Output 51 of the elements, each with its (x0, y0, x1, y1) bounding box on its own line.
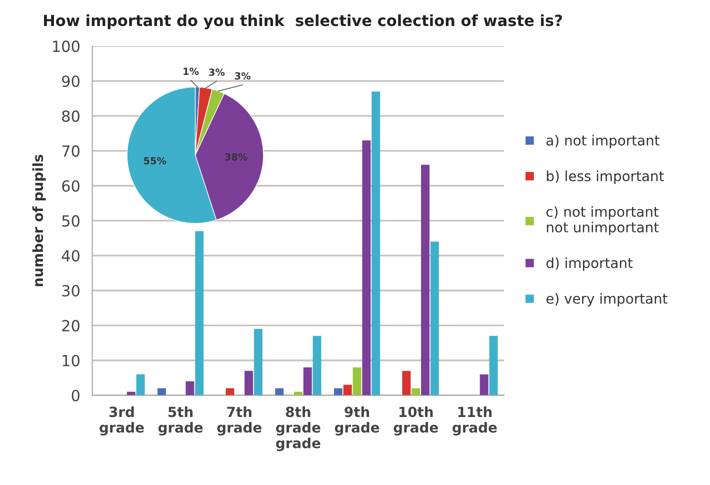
legend-label: b) less important (546, 170, 664, 184)
bar (372, 91, 380, 396)
bar (226, 388, 234, 396)
y-tick-label: 50 (62, 215, 80, 227)
x-tick-label: 3rd grade (100, 406, 144, 436)
legend-label: d) important (546, 257, 633, 271)
y-tick-label: 40 (62, 250, 80, 262)
x-tick-label: 9th grade (334, 406, 380, 436)
y-tick-label: 20 (62, 320, 80, 332)
y-tick-label: 0 (72, 390, 80, 402)
bar (157, 388, 166, 396)
x-tick-label: 8th grade grade (276, 406, 320, 452)
bar (186, 381, 194, 396)
data-label: 3% (234, 72, 251, 80)
legend-label: a) not important (546, 134, 660, 148)
legend-label: e) very important (546, 293, 668, 306)
bar (489, 336, 498, 396)
bar (195, 231, 204, 396)
bar (334, 388, 342, 396)
bar (362, 140, 371, 396)
bar (312, 336, 322, 396)
bar (352, 367, 362, 396)
x-tick-label: 5th grade (158, 406, 203, 436)
y-tick-label: 30 (62, 284, 80, 297)
bar (254, 328, 262, 396)
bar (421, 164, 430, 396)
y-tick-label: 60 (62, 180, 80, 192)
legend-label: c) not important not unimportant (546, 206, 659, 236)
bar (303, 367, 312, 396)
data-label: 1% (184, 68, 199, 75)
x-tick-label: 10th grade (394, 406, 438, 436)
x-tick-label: 11th grade (452, 406, 497, 436)
y-tick-label: 100 (53, 40, 80, 52)
y-tick-label: 80 (62, 110, 80, 122)
y-tick-label: 10 (62, 354, 80, 366)
bar (430, 242, 439, 396)
y-tick-label: 70 (62, 145, 80, 157)
data-label: 3% (209, 68, 225, 76)
bar (244, 370, 254, 396)
y-tick-label: 90 (62, 75, 80, 88)
data-label: 55% (144, 157, 166, 164)
bar (343, 384, 352, 396)
bar (275, 388, 284, 396)
bar (402, 370, 411, 396)
bar (480, 374, 488, 396)
bar (412, 388, 420, 396)
x-tick-label: 7th grade (217, 406, 262, 436)
bar (136, 374, 145, 396)
data-label: 38% (225, 153, 248, 161)
y-axis-title: number of pupils (32, 154, 46, 286)
chart-title: How important do you think selective colection of waste is? (44, 14, 562, 30)
